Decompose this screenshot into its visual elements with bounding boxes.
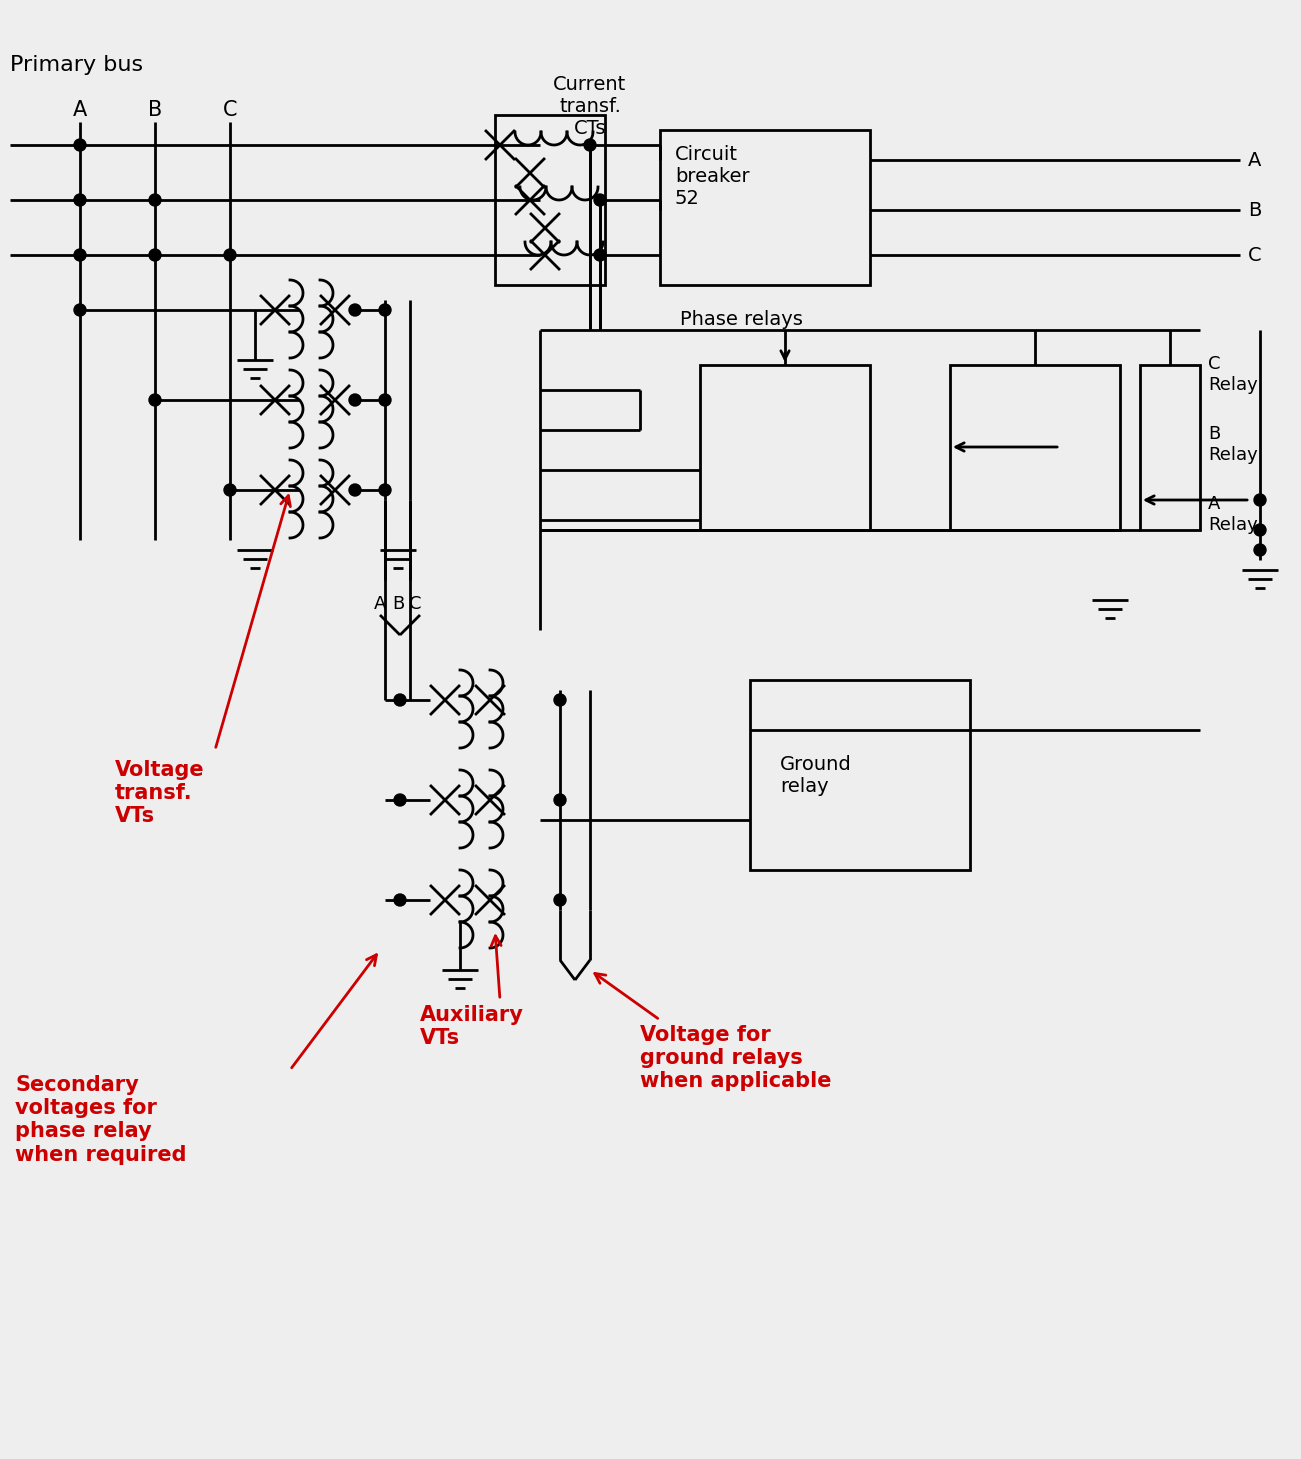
Circle shape <box>150 394 161 406</box>
Circle shape <box>150 249 161 261</box>
Text: Phase relays: Phase relays <box>680 309 803 328</box>
Circle shape <box>150 194 161 206</box>
Circle shape <box>554 894 566 906</box>
Text: A: A <box>373 595 386 613</box>
Text: Voltage
transf.
VTs: Voltage transf. VTs <box>114 760 204 826</box>
Circle shape <box>595 249 606 261</box>
Text: C: C <box>222 101 237 120</box>
Circle shape <box>595 194 606 206</box>
Text: B: B <box>148 101 163 120</box>
Text: Ground
relay: Ground relay <box>781 754 852 797</box>
Text: C: C <box>1248 245 1262 264</box>
Text: B: B <box>392 595 405 613</box>
Circle shape <box>554 694 566 706</box>
Circle shape <box>554 794 566 805</box>
Text: B: B <box>1248 200 1262 219</box>
Circle shape <box>349 303 360 317</box>
Text: Primary bus: Primary bus <box>10 55 143 74</box>
Circle shape <box>1254 495 1266 506</box>
Circle shape <box>74 194 86 206</box>
Circle shape <box>349 394 360 406</box>
Text: Circuit
breaker
52: Circuit breaker 52 <box>675 144 749 209</box>
Bar <box>700 365 870 530</box>
Text: C
Relay: C Relay <box>1209 355 1258 394</box>
Circle shape <box>349 484 360 496</box>
Circle shape <box>1254 524 1266 535</box>
Text: Secondary
voltages for
phase relay
when required: Secondary voltages for phase relay when … <box>16 1075 186 1164</box>
Circle shape <box>379 394 392 406</box>
Circle shape <box>224 249 235 261</box>
Bar <box>749 680 971 870</box>
Circle shape <box>584 139 596 150</box>
Text: A: A <box>73 101 87 120</box>
Text: Current
transf.
CTs: Current transf. CTs <box>553 74 627 139</box>
Circle shape <box>394 794 406 805</box>
Text: A
Relay: A Relay <box>1209 495 1258 534</box>
Text: A: A <box>1248 150 1262 169</box>
Circle shape <box>224 484 235 496</box>
Circle shape <box>74 303 86 317</box>
Bar <box>1140 365 1200 530</box>
Circle shape <box>379 484 392 496</box>
Bar <box>950 365 1120 530</box>
Text: Auxiliary
VTs: Auxiliary VTs <box>420 1005 524 1048</box>
Bar <box>494 115 605 285</box>
Circle shape <box>74 249 86 261</box>
Text: Voltage for
ground relays
when applicable: Voltage for ground relays when applicabl… <box>640 1026 831 1091</box>
Circle shape <box>1254 544 1266 556</box>
Circle shape <box>379 303 392 317</box>
Circle shape <box>394 694 406 706</box>
Circle shape <box>394 894 406 906</box>
Text: B
Relay: B Relay <box>1209 425 1258 464</box>
Bar <box>660 130 870 285</box>
Text: C: C <box>409 595 422 613</box>
Circle shape <box>74 139 86 150</box>
